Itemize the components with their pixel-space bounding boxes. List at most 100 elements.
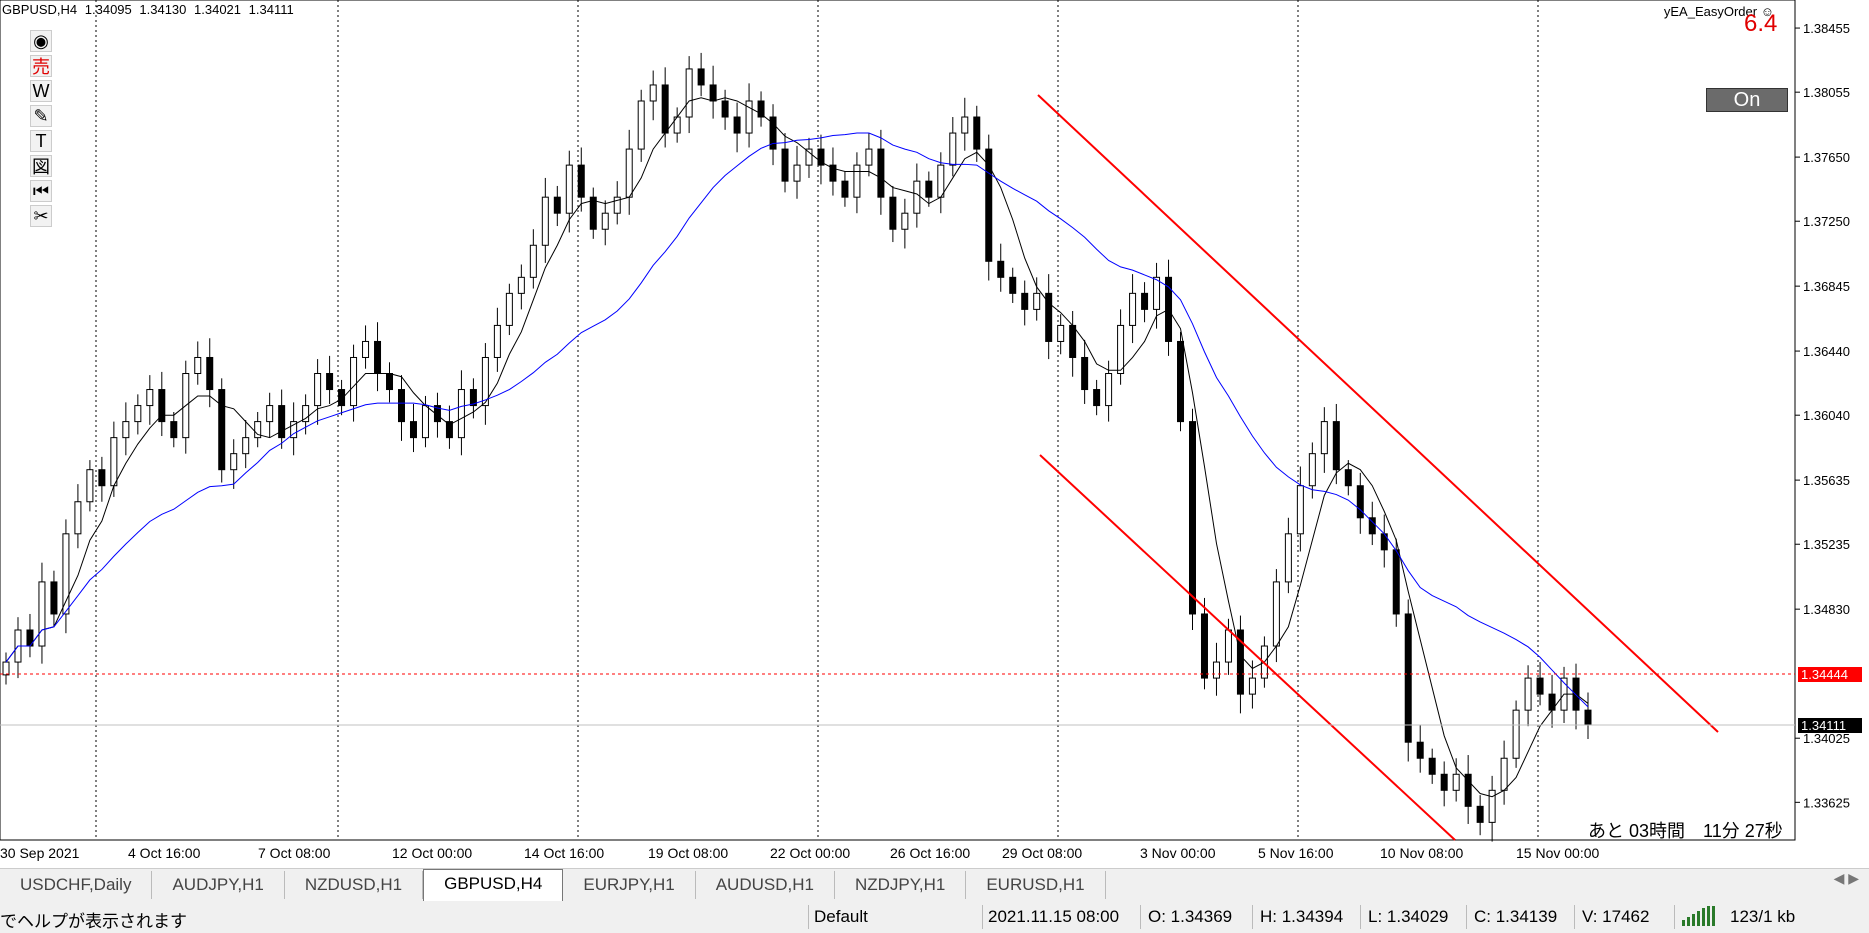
x-tick-label: 14 Oct 16:00 — [524, 845, 604, 861]
candle-body — [1452, 773, 1460, 791]
candle-body — [1308, 453, 1316, 487]
candle-body — [1476, 805, 1484, 823]
pencil-icon[interactable]: ✎ — [30, 105, 52, 127]
channel-upper-line — [1037, 94, 1719, 733]
tab-nzdusd-h1[interactable]: NZDUSD,H1 — [285, 871, 424, 899]
tab-gbpusd-h4[interactable]: GBPUSD,H4 — [423, 869, 564, 901]
candle-body — [469, 389, 477, 407]
candle-body — [1392, 549, 1400, 615]
x-tick-label: 7 Oct 08:00 — [258, 845, 331, 861]
candle-body — [829, 164, 837, 182]
close-value: 1.34111 — [248, 2, 294, 17]
candle-body — [505, 292, 513, 326]
x-tick-label: 19 Oct 08:00 — [648, 845, 728, 861]
candle-body — [853, 164, 861, 198]
status-volume: V: 17462 — [1582, 907, 1650, 926]
candle-body — [1368, 517, 1376, 535]
candle-body — [577, 164, 585, 198]
ma-slow-line — [5, 132, 1589, 708]
tab-eurusd-h1[interactable]: EURUSD,H1 — [966, 871, 1106, 899]
candle-body — [158, 389, 166, 423]
candle-body — [541, 196, 549, 246]
candle-body — [769, 116, 777, 150]
price-chart[interactable]: 30 Sep 2021 4 Oct 16:00 7 Oct 08:00 12 Oct … — [0, 0, 1869, 868]
candle-body — [1440, 773, 1448, 791]
candle-body — [110, 437, 118, 487]
candle-body — [218, 389, 226, 471]
candle-body — [350, 356, 358, 407]
drawing-icon[interactable]: 図 — [30, 155, 52, 177]
candle-body — [146, 389, 154, 407]
candle-body — [314, 373, 322, 407]
chart-area[interactable]: 30 Sep 2021 4 Oct 16:00 7 Oct 08:00 12 Oct … — [0, 0, 1869, 868]
candle-body — [601, 212, 609, 230]
x-tick-label: 10 Nov 08:00 — [1380, 845, 1463, 861]
candle-body — [86, 469, 94, 503]
candle-body — [1524, 677, 1532, 711]
ma-fast-line — [5, 97, 1589, 798]
ea-value: 6.4 — [1744, 10, 1778, 37]
candle-body — [338, 389, 346, 407]
candle-body — [242, 437, 250, 455]
line-price-tag: 1.34444 — [1798, 667, 1862, 682]
candle-body — [949, 132, 957, 166]
candle-body — [985, 148, 993, 262]
candle-body — [1117, 324, 1125, 375]
candle-body — [901, 212, 909, 230]
candle-body — [1236, 629, 1244, 695]
candle-body — [973, 116, 981, 150]
candle-body — [170, 421, 178, 439]
candle-body — [589, 196, 597, 230]
candle-body — [625, 148, 633, 198]
low-value: 1.34021 — [194, 2, 242, 17]
candle-body — [841, 180, 849, 198]
candle-body — [433, 405, 441, 423]
candle-body — [62, 533, 70, 615]
candle-body — [517, 276, 525, 294]
rewind-icon[interactable]: ⏮ — [30, 180, 52, 202]
w-icon[interactable]: W — [30, 80, 52, 102]
y-tick-label: 1.36440 — [1803, 344, 1850, 359]
candle-body — [913, 180, 921, 214]
status-high: H: 1.34394 — [1260, 907, 1344, 926]
candle-body — [565, 164, 573, 214]
tab-usdchf-daily[interactable]: USDCHF,Daily — [0, 871, 153, 899]
text-icon[interactable]: T — [30, 130, 52, 152]
candle-body — [266, 405, 274, 423]
x-tick-label: 26 Oct 16:00 — [890, 845, 970, 861]
y-tick-label: 1.37650 — [1803, 150, 1850, 165]
candle-body — [194, 356, 202, 375]
candle-body — [613, 196, 621, 214]
candle-body — [1320, 421, 1328, 455]
on-button[interactable]: On — [1706, 88, 1788, 112]
candle-body — [445, 421, 453, 439]
eye-icon[interactable]: ◉ — [30, 30, 52, 52]
tab-audjpy-h1[interactable]: AUDJPY,H1 — [152, 871, 285, 899]
tab-nzdjpy-h1[interactable]: NZDJPY,H1 — [835, 871, 967, 899]
candle-body — [997, 260, 1005, 278]
status-open: O: 1.34369 — [1148, 907, 1233, 926]
candle-body — [1189, 421, 1196, 615]
connection-bars-icon — [1682, 906, 1722, 926]
plot-frame — [0, 0, 1796, 841]
channel-lower-line — [1039, 454, 1456, 841]
candle-body — [1129, 292, 1137, 326]
candle-body — [1212, 661, 1220, 679]
tab-scroll-arrows[interactable]: ◀ ▶ — [1833, 870, 1859, 886]
candle-body — [817, 148, 825, 166]
sell-icon[interactable]: 売 — [30, 55, 52, 77]
y-tick-label: 1.35235 — [1803, 537, 1850, 552]
x-tick-label: 15 Nov 00:00 — [1516, 845, 1599, 861]
candle-body — [1081, 356, 1089, 391]
candle-body — [421, 405, 429, 439]
current-price-tag: 1.34111 — [1798, 718, 1862, 733]
tab-eurjpy-h1[interactable]: EURJPY,H1 — [563, 871, 696, 899]
candle-body — [1464, 773, 1472, 807]
scissors-icon[interactable]: ✂ — [30, 205, 52, 227]
candle-body — [1009, 276, 1017, 294]
x-tick-label: 5 Nov 16:00 — [1258, 845, 1334, 861]
tab-audusd-h1[interactable]: AUDUSD,H1 — [696, 871, 835, 899]
x-tick-label: 12 Oct 00:00 — [392, 845, 472, 861]
status-profile: Default — [814, 907, 868, 926]
candle-body — [697, 68, 705, 86]
